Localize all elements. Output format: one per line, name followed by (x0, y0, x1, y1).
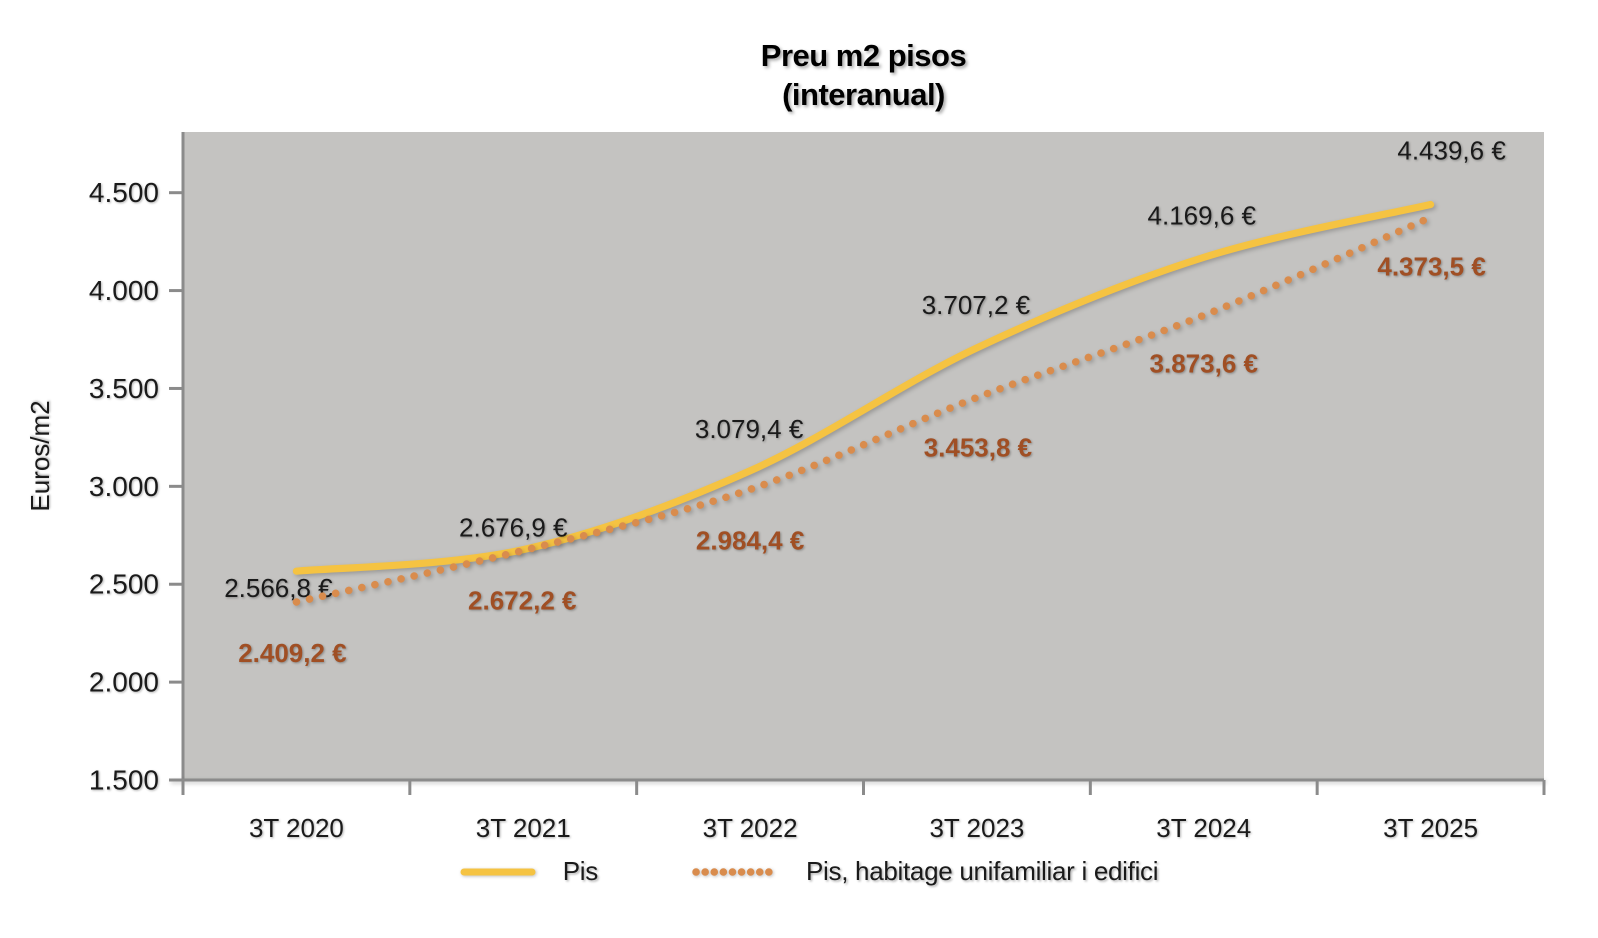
y-tick-label: 2.000 (89, 667, 159, 698)
legend-item-unifamiliar: Pis, habitage unifamiliar i edifici (690, 856, 1159, 887)
y-tick-label: 4.000 (89, 275, 159, 306)
data-label: 3.079,4 € (695, 414, 804, 444)
data-label: 2.676,9 € (459, 513, 568, 543)
plot-area (183, 132, 1544, 780)
data-label: 2.409,2 € (238, 638, 346, 668)
data-label: 3.453,8 € (924, 433, 1032, 463)
y-axis-title: Euros/m2 (25, 400, 55, 511)
data-label: 3.873,6 € (1150, 348, 1258, 378)
series-line-pis-habitage-unifamiliar-i-edifici (292, 213, 1435, 606)
data-label: 4.373,5 € (1377, 251, 1485, 281)
data-label: 2.566,8 € (224, 573, 333, 603)
data-label: 2.984,4 € (696, 525, 804, 555)
legend-label-pis: Pis (562, 856, 599, 886)
chart-legend: Pis Pis, habitage unifamiliar i edifici (128, 856, 1489, 887)
x-tick-label: 3T 2025 (1383, 813, 1478, 843)
x-tick-label: 3T 2023 (929, 813, 1024, 843)
chart-title-line1: Preu m2 pisos (760, 38, 967, 73)
unifamiliar-dotted-swatch (692, 867, 778, 876)
x-tick-label: 3T 2024 (1156, 813, 1251, 843)
x-tick-label: 3T 2021 (476, 813, 571, 843)
data-label: 3.707,2 € (922, 290, 1031, 320)
data-label: 2.672,2 € (468, 586, 576, 616)
y-tick-label: 1.500 (89, 765, 159, 796)
series-line-pis (292, 200, 1435, 575)
y-tick-label: 4.500 (89, 177, 159, 208)
x-tick-label: 3T 2020 (249, 813, 344, 843)
data-label: 4.439,6 € (1397, 136, 1506, 166)
chart-title-line2: (interanual) (782, 77, 945, 112)
y-tick-label: 3.000 (89, 471, 159, 502)
legend-item-pis: Pis (459, 856, 598, 887)
pis-line-swatch (460, 868, 536, 875)
y-tick-label: 3.500 (89, 373, 159, 404)
chart-title: Preu m2 pisos (interanual) (183, 36, 1544, 114)
x-tick-label: 3T 2022 (703, 813, 798, 843)
y-tick-label: 2.500 (89, 569, 159, 600)
data-label: 4.169,6 € (1148, 200, 1257, 230)
legend-label-unifamiliar: Pis, habitage unifamiliar i edifici (805, 856, 1159, 886)
